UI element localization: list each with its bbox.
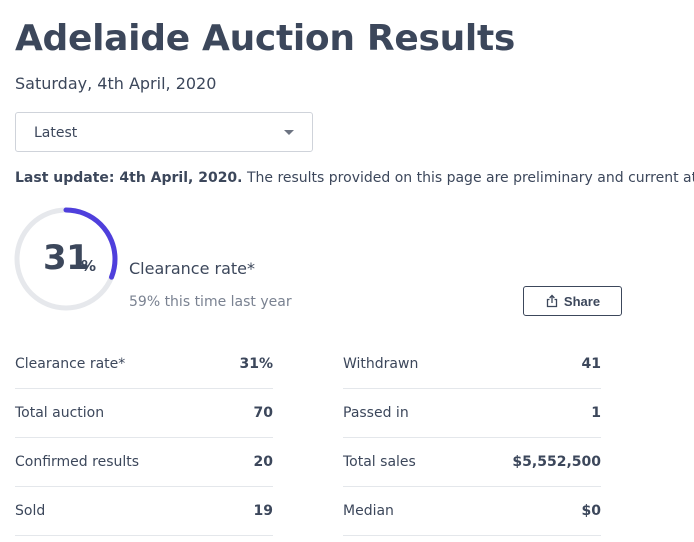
clearance-rate-unit: %	[81, 257, 97, 275]
stat-value: 1	[591, 405, 601, 421]
stats-left-column: Clearance rate* 31% Total auction 70 Con…	[15, 340, 273, 536]
page-title: Adelaide Auction Results	[15, 18, 515, 59]
stat-value: 70	[253, 405, 273, 421]
last-update-notice: Last update: 4th April, 2020. The result…	[15, 168, 694, 188]
stat-row-median: Median $0	[343, 487, 601, 536]
stat-value: $5,552,500	[512, 454, 601, 470]
stat-value: 41	[581, 356, 601, 372]
share-icon	[546, 294, 558, 308]
stat-label: Withdrawn	[343, 356, 419, 372]
caret-down-icon	[284, 130, 294, 135]
stat-label: Confirmed results	[15, 454, 140, 470]
results-date: Saturday, 4th April, 2020	[15, 74, 217, 93]
stat-label: Clearance rate*	[15, 356, 126, 372]
stat-value: 31%	[239, 356, 273, 372]
stat-label: Median	[343, 503, 394, 519]
stat-row-passed-in: Passed in 1	[343, 389, 601, 438]
last-update-label: Last update: 4th April, 2020.	[15, 170, 243, 186]
clearance-rate-number: 31	[43, 238, 90, 278]
stat-value: $0	[581, 503, 601, 519]
stats-right-column: Withdrawn 41 Passed in 1 Total sales $5,…	[343, 340, 601, 536]
stat-label: Total auction	[15, 405, 105, 421]
ring-progress	[14, 207, 118, 311]
stat-row-total-auction: Total auction 70	[15, 389, 273, 438]
stat-row-total-sales: Total sales $5,552,500	[343, 438, 601, 487]
stat-value: 19	[253, 503, 273, 519]
select-value: Latest	[34, 125, 78, 141]
share-button[interactable]: Share	[523, 286, 622, 316]
clearance-rate-last-year: 59% this time last year	[129, 294, 292, 310]
share-label: Share	[563, 293, 601, 309]
stat-label: Sold	[15, 503, 46, 519]
stat-row-clearance-rate: Clearance rate* 31%	[15, 340, 273, 389]
stat-value: 20	[253, 454, 273, 470]
last-update-text: The results provided on this page are pr…	[246, 170, 694, 186]
stat-label: Passed in	[343, 405, 409, 421]
clearance-rate-label: Clearance rate*	[129, 259, 256, 278]
stat-row-sold: Sold 19	[15, 487, 273, 536]
stat-label: Total sales	[343, 454, 416, 470]
stat-row-confirmed-results: Confirmed results 20	[15, 438, 273, 487]
date-filter-select[interactable]: Latest	[15, 112, 313, 152]
clearance-rate-ring	[14, 207, 118, 311]
stat-row-withdrawn: Withdrawn 41	[343, 340, 601, 389]
